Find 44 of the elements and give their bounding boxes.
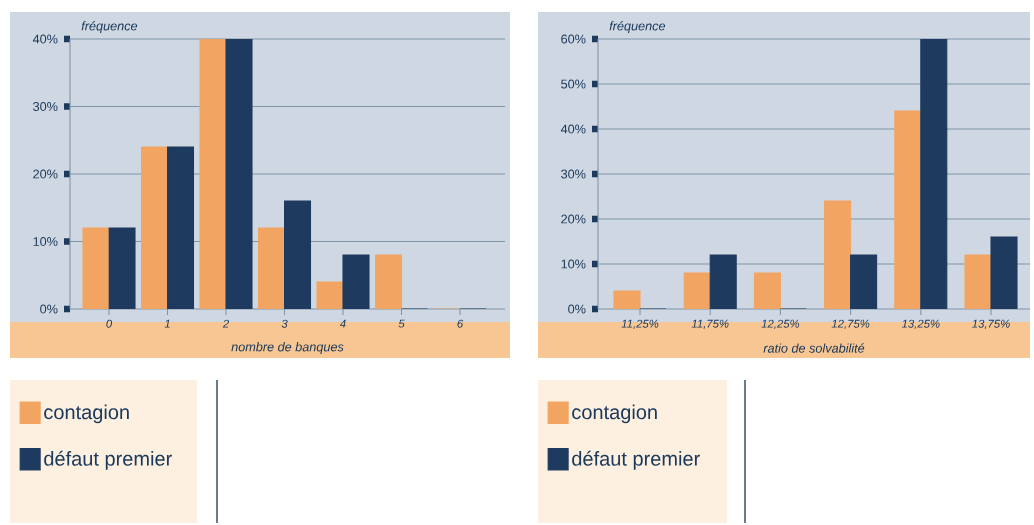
y-tick-label: 30% xyxy=(33,102,58,111)
x-axis-title: nombre de banques xyxy=(231,342,344,354)
y-tick-label: 40% xyxy=(560,124,586,134)
bar xyxy=(753,272,781,309)
x-tick-label: 12,25% xyxy=(761,319,800,330)
y-tick-label: 0% xyxy=(568,304,586,314)
x-tick-label: 0 xyxy=(106,319,113,328)
x-axis-title: ratio de solvabilité xyxy=(763,343,865,353)
x-tick-label: 13,25% xyxy=(901,319,940,330)
y-axis-title: fréquence xyxy=(609,21,666,33)
x-tick-label: 11,75% xyxy=(691,319,729,330)
x-tick-label: 12,75% xyxy=(831,319,870,330)
y-tick-label: 0% xyxy=(40,304,58,314)
y-tick-label: 40% xyxy=(32,34,58,44)
y-axis-title: fréquence xyxy=(81,21,138,33)
y-tick-label: 50% xyxy=(561,79,586,89)
legend-label: défaut premier xyxy=(572,450,700,470)
bar xyxy=(824,200,852,309)
legend-label: contagion xyxy=(572,404,657,424)
bar xyxy=(108,227,136,309)
bar xyxy=(894,110,922,309)
y-tick-label: 20% xyxy=(561,214,586,224)
bar xyxy=(225,39,253,309)
x-tick-label: 5 xyxy=(398,319,405,328)
bar xyxy=(964,254,992,309)
bar xyxy=(683,272,711,309)
x-tick-label: 1 xyxy=(164,319,170,328)
x-tick-label: 2 xyxy=(222,319,229,328)
y-tick-label: 10% xyxy=(33,237,58,246)
x-tick-label: 6 xyxy=(457,319,464,328)
legend-label: contagion xyxy=(44,404,129,424)
y-tick-label: 20% xyxy=(33,169,58,179)
legend-label: défaut premier xyxy=(44,450,172,470)
y-tick-label: 30% xyxy=(561,169,586,179)
y-tick-label: 60% xyxy=(561,34,586,44)
bar xyxy=(613,290,641,309)
x-tick-label: 11,25% xyxy=(621,319,659,330)
y-tick-label: 10% xyxy=(561,259,586,269)
bar xyxy=(166,146,195,309)
x-tick-label: 13,75% xyxy=(972,319,1010,330)
x-tick-label: 3 xyxy=(281,319,288,328)
bar xyxy=(342,254,370,309)
x-tick-label: 4 xyxy=(339,319,346,328)
bar xyxy=(283,200,312,309)
